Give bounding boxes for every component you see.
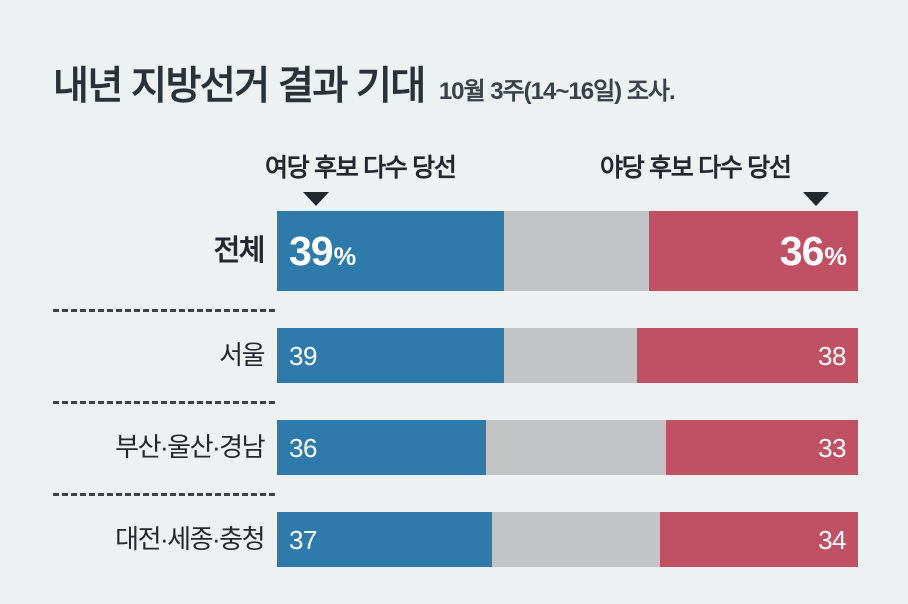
row-label: 대전·세종·충청 (115, 524, 265, 554)
chart-row: 전체 39% 36% (0, 211, 908, 291)
dashed-separator (53, 401, 275, 404)
row-divider (0, 291, 908, 328)
chart-rows: 전체 39% 36% 서울 39 38 부산·울산·경남 36 33 대전·세종·충청 37 34 (0, 211, 908, 567)
dashed-separator (53, 309, 275, 312)
stacked-bar: 37 34 (277, 512, 858, 567)
bar-segment-ruling: 37 (277, 512, 492, 567)
bar-segment-ruling: 36 (277, 420, 487, 475)
stacked-bar: 39% 36% (277, 211, 858, 291)
bar-value-opposition: 36% (779, 227, 847, 274)
bar-segment-ruling: 39 (277, 328, 504, 383)
row-divider (0, 383, 908, 420)
bar-segment-neutral (491, 512, 661, 567)
chart-row: 부산·울산·경남 36 33 (0, 420, 908, 475)
legend-label-opposition-party: 야당 후보 다수 당선 (600, 154, 792, 182)
bar-value-ruling: 36 (289, 432, 317, 463)
bar-segment-opposition: 36% (648, 211, 858, 291)
dashed-separator (53, 493, 275, 496)
stacked-bar: 36 33 (277, 420, 858, 475)
bar-segment-neutral (486, 420, 667, 475)
chart-row: 대전·세종·충청 37 34 (0, 512, 908, 567)
bar-value-opposition: 38 (818, 340, 846, 371)
bar-segment-ruling: 39% (277, 211, 504, 291)
bar-segment-opposition: 38 (637, 328, 858, 383)
chart-row: 서울 39 38 (0, 328, 908, 383)
stacked-bar: 39 38 (277, 328, 858, 383)
row-label: 전체 (213, 235, 266, 267)
bar-segment-neutral (503, 328, 638, 383)
page-title: 내년 지방선거 결과 기대 (53, 65, 426, 108)
bar-segment-opposition: 34 (660, 512, 858, 567)
bar-value-opposition: 33 (818, 432, 846, 463)
row-label: 서울 (219, 340, 265, 370)
bar-value-opposition: 34 (818, 524, 846, 555)
chart-header: 내년 지방선거 결과 기대 10월 3주(14~16일) 조사. (53, 55, 676, 111)
row-divider (0, 475, 908, 512)
bar-segment-opposition: 33 (666, 420, 858, 475)
bar-value-ruling: 39% (289, 227, 357, 274)
bar-segment-neutral (503, 211, 649, 291)
percent-sign-left: % (333, 242, 357, 271)
survey-period-subtitle: 10월 3주(14~16일) 조사. (438, 78, 676, 105)
percent-sign-right: % (824, 242, 847, 271)
legend-label-ruling-party: 여당 후보 다수 당선 (265, 154, 457, 182)
bar-value-ruling: 37 (289, 524, 317, 555)
row-label: 부산·울산·경남 (115, 432, 265, 462)
triangle-down-icon-left (303, 192, 329, 206)
triangle-down-icon-right (803, 192, 829, 206)
bar-value-ruling: 39 (289, 340, 317, 371)
